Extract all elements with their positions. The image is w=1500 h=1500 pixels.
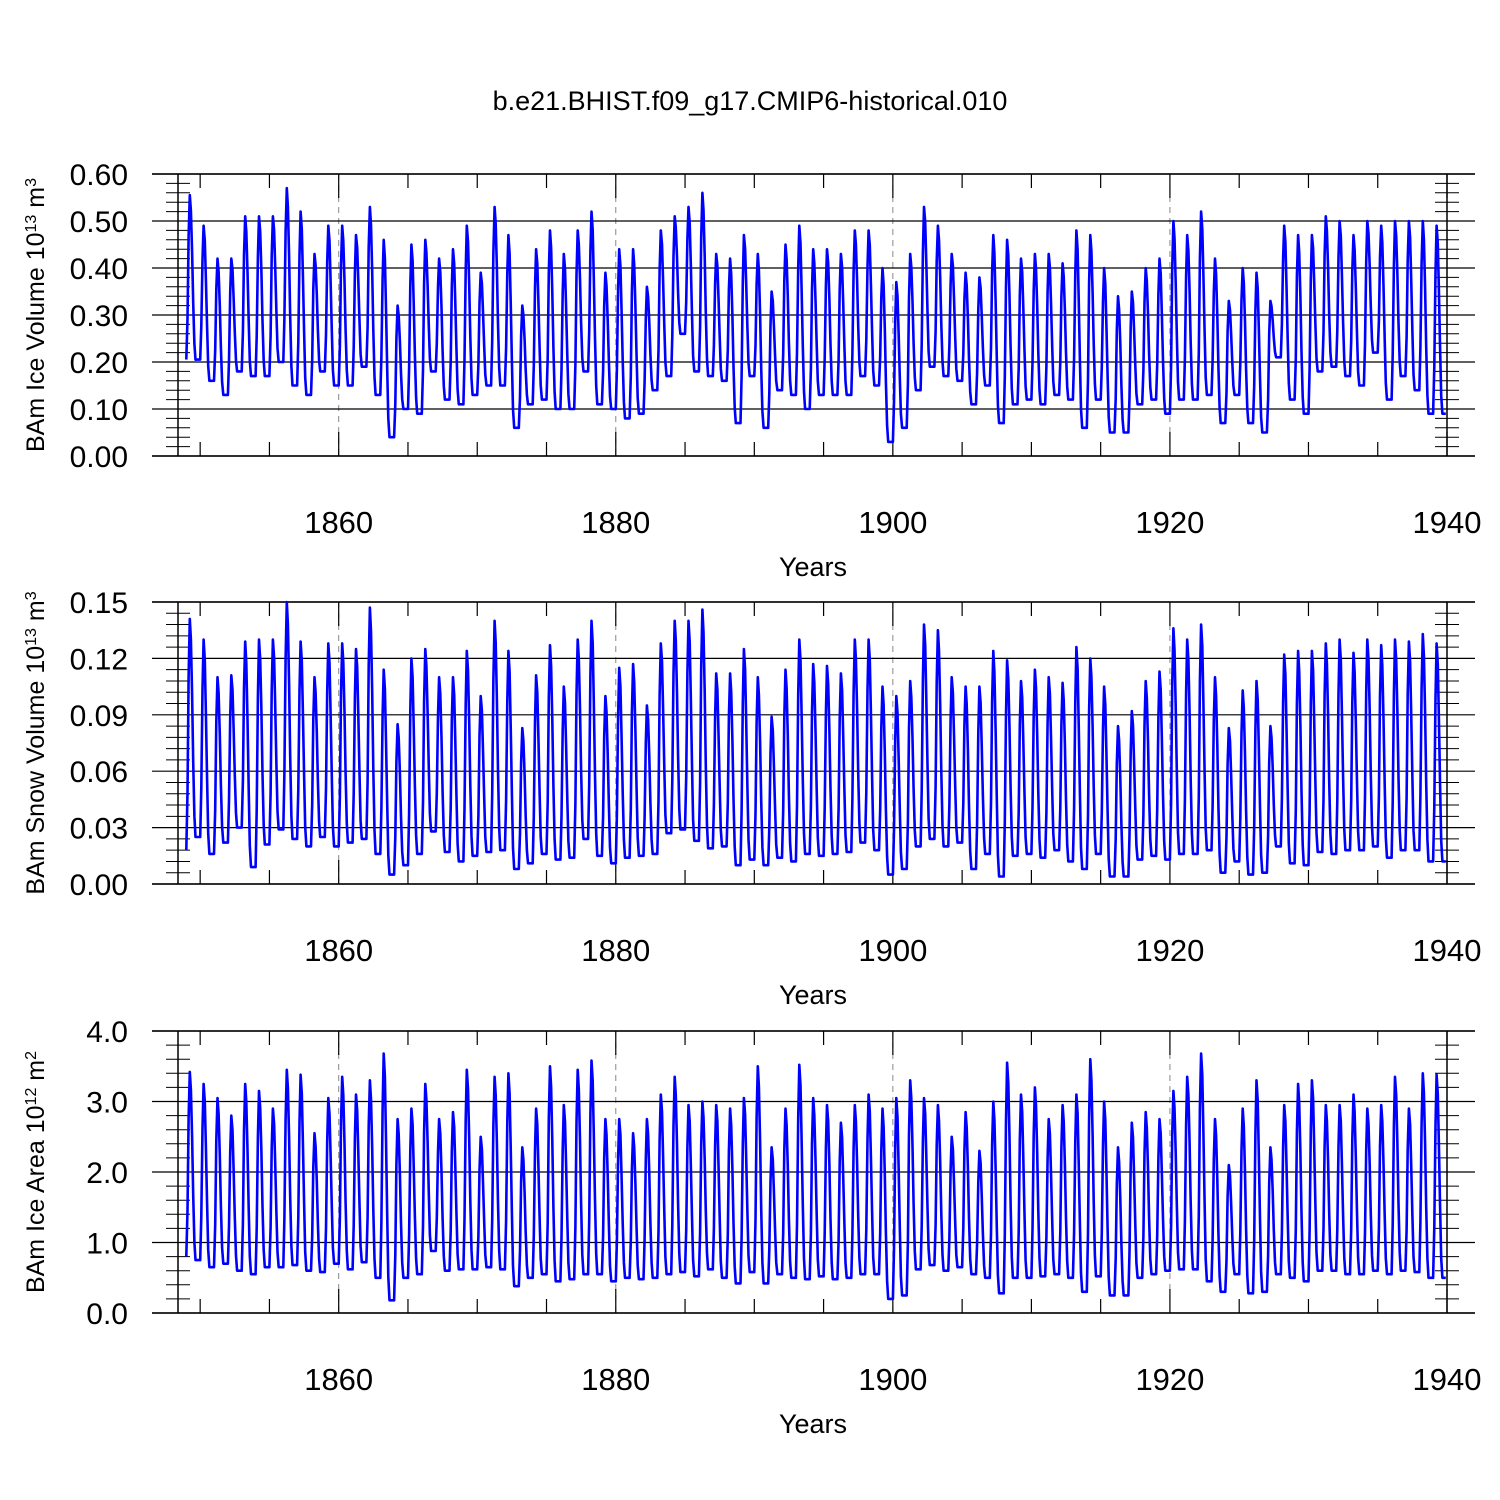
- y-tick-label: 0.40: [70, 253, 128, 286]
- panels-container: 0.00 0.10 0.20 0.30 0.40 0.50 0.60 1860 1880 1900…: [22, 159, 1481, 1439]
- chart-panel-ice-area: 0.0 1.0 2.0 3.0 4.0 1860 1880 1900 1920 1940 Years…: [22, 1016, 1481, 1439]
- y-tick-label: 0.06: [70, 756, 128, 789]
- y-tick-label: 0.03: [70, 813, 128, 846]
- y-tick-label: 0.12: [70, 643, 128, 676]
- x-axis-label: Years: [779, 980, 847, 1010]
- x-tick-label: 1860: [304, 933, 373, 968]
- x-tick-label: 1880: [581, 933, 650, 968]
- y-axis-label-exponent: 12: [23, 1088, 40, 1106]
- y-axis-label-unit-exponent: 2: [23, 1051, 40, 1060]
- y-axis-label-main: BAm Ice Area 10: [22, 1105, 50, 1293]
- y-tick-label: 0.30: [70, 300, 128, 333]
- y-axis-label: BAm Ice Area 1012 m2: [22, 1051, 50, 1293]
- y-axis-label-unit: m: [22, 187, 50, 215]
- y-tick-label: 0.15: [70, 587, 128, 620]
- y-axis-label-exponent: 13: [23, 215, 40, 233]
- y-tick-label: 0.00: [70, 441, 128, 474]
- y-tick-label: 2.0: [86, 1157, 128, 1190]
- x-tick-label: 1940: [1413, 933, 1482, 968]
- x-tick-label: 1920: [1135, 933, 1204, 968]
- y-axis-label-unit-exponent: 3: [23, 591, 40, 600]
- y-tick-label: 4.0: [86, 1016, 128, 1049]
- series-line-ice-volume: [185, 186, 1446, 444]
- y-axis-label-unit: m: [22, 1060, 50, 1088]
- y-tick-label: 0.50: [70, 206, 128, 239]
- y-tick-label: 1.0: [86, 1228, 128, 1261]
- series-line-snow-volume: [185, 600, 1446, 878]
- series-line-ice-area: [185, 1052, 1446, 1302]
- x-tick-label: 1920: [1135, 1362, 1204, 1397]
- x-tick-label: 1940: [1413, 1362, 1482, 1397]
- figure-title: b.e21.BHIST.f09_g17.CMIP6-historical.010: [493, 86, 1008, 116]
- x-tick-label: 1900: [858, 1362, 927, 1397]
- y-axis-label-unit: m: [22, 600, 50, 628]
- x-tick-label: 1900: [858, 933, 927, 968]
- x-tick-label: 1940: [1413, 505, 1482, 540]
- y-axis-label-unit-exponent: 3: [23, 178, 40, 187]
- x-axis-label: Years: [779, 552, 847, 582]
- x-tick-label: 1860: [304, 1362, 373, 1397]
- x-tick-label: 1900: [858, 505, 927, 540]
- y-tick-label: 3.0: [86, 1087, 128, 1120]
- y-tick-label: 0.10: [70, 394, 128, 427]
- y-axis-label: BAm Ice Volume 1013 m3: [22, 178, 50, 452]
- y-tick-label: 0.00: [70, 869, 128, 902]
- x-axis-label: Years: [779, 1409, 847, 1439]
- x-tick-label: 1880: [581, 1362, 650, 1397]
- chart-panel-ice-volume: 0.00 0.10 0.20 0.30 0.40 0.50 0.60 1860 1880 1900…: [22, 159, 1481, 582]
- x-tick-label: 1920: [1135, 505, 1204, 540]
- chart-panel-snow-volume: 0.00 0.03 0.06 0.09 0.12 0.15 1860 1880 1900 1920…: [22, 587, 1481, 1010]
- y-tick-label: 0.60: [70, 159, 128, 192]
- y-axis-label-exponent: 13: [23, 628, 40, 646]
- x-tick-label: 1860: [304, 505, 373, 540]
- y-axis-label-main: BAm Snow Volume 10: [22, 646, 50, 895]
- x-tick-label: 1880: [581, 505, 650, 540]
- y-axis-label-main: BAm Ice Volume 10: [22, 232, 50, 452]
- y-tick-label: 0.0: [86, 1298, 128, 1331]
- y-axis-label: BAm Snow Volume 1013 m3: [22, 591, 50, 894]
- y-tick-label: 0.09: [70, 700, 128, 733]
- y-tick-label: 0.20: [70, 347, 128, 380]
